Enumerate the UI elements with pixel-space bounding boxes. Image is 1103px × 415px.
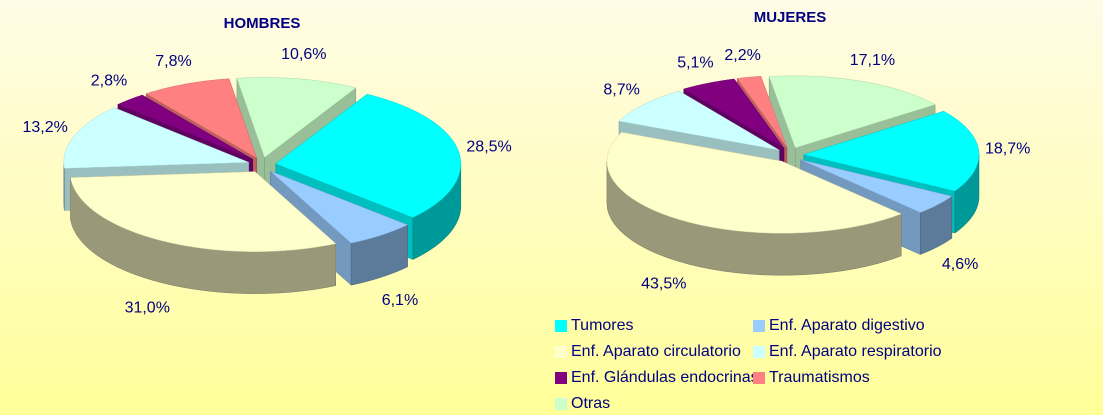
data-label: 2,2% xyxy=(724,47,760,64)
slice xyxy=(768,75,936,149)
slice xyxy=(270,170,409,244)
slice xyxy=(63,107,249,169)
data-label: 18,7% xyxy=(985,140,1030,157)
data-label: 10,6% xyxy=(281,46,326,63)
legend-swatch xyxy=(753,346,765,358)
legend-swatch xyxy=(555,346,567,358)
chart-title: MUJERES xyxy=(754,9,827,26)
slice-side xyxy=(63,162,65,211)
legend-label: Tumores xyxy=(571,317,634,334)
legend-swatch xyxy=(753,320,765,332)
data-label: 31,0% xyxy=(125,299,170,316)
slice xyxy=(736,76,788,148)
slice xyxy=(117,94,253,160)
data-label: 2,8% xyxy=(91,73,127,90)
legend-label: Enf. Aparato circulatorio xyxy=(571,343,741,360)
slice xyxy=(275,93,462,218)
slice xyxy=(800,159,953,213)
data-label: 7,8% xyxy=(155,53,191,70)
legend-swatch xyxy=(555,320,567,332)
legend-label: Enf. Aparato digestivo xyxy=(769,317,925,334)
legend-swatch xyxy=(555,398,567,410)
slice xyxy=(803,110,980,192)
legend-label: Enf. Glándulas endocrinas xyxy=(571,369,759,386)
slice xyxy=(683,78,785,149)
data-label: 4,6% xyxy=(942,256,978,273)
data-label: 8,7% xyxy=(603,82,639,99)
slice xyxy=(236,77,357,158)
data-label: 5,1% xyxy=(677,55,713,72)
data-label: 17,1% xyxy=(850,52,895,69)
legend-label: Enf. Aparato respiratorio xyxy=(769,343,942,360)
slice xyxy=(618,90,780,151)
legend-swatch xyxy=(753,372,765,384)
chart-title: HOMBRES xyxy=(224,15,301,32)
data-label: 28,5% xyxy=(466,138,511,155)
legend-swatch xyxy=(555,372,567,384)
legend-label: Traumatismos xyxy=(769,369,870,386)
data-label: 43,5% xyxy=(641,275,686,292)
legend-label: Otras xyxy=(571,395,610,412)
slice xyxy=(606,132,902,234)
data-label: 6,1% xyxy=(382,292,418,309)
slice xyxy=(145,78,258,159)
slice xyxy=(70,171,337,252)
data-label: 13,2% xyxy=(22,119,67,136)
